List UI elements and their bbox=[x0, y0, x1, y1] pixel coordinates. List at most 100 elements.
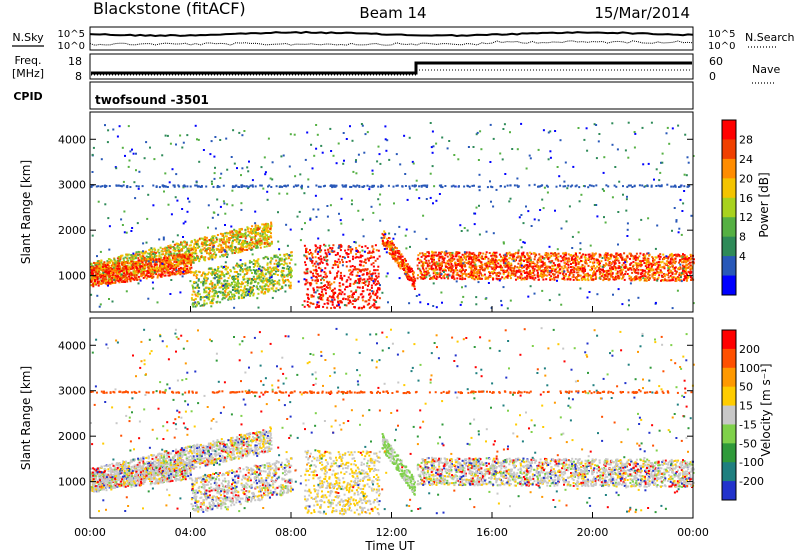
data-point bbox=[631, 278, 634, 280]
data-point bbox=[95, 273, 97, 276]
data-point bbox=[180, 260, 183, 263]
data-point bbox=[336, 274, 339, 277]
data-point bbox=[285, 257, 288, 260]
data-point bbox=[666, 273, 668, 276]
data-point bbox=[119, 273, 122, 275]
data-point bbox=[337, 258, 340, 261]
data-point bbox=[384, 241, 387, 244]
data-point bbox=[262, 231, 265, 234]
data-point bbox=[103, 267, 106, 270]
data-point bbox=[220, 277, 223, 280]
data-point bbox=[183, 272, 186, 275]
data-point bbox=[214, 253, 217, 256]
data-point bbox=[149, 251, 152, 254]
data-point bbox=[673, 276, 676, 279]
data-point bbox=[128, 273, 131, 276]
data-point bbox=[678, 276, 681, 279]
data-point bbox=[317, 301, 320, 304]
data-point bbox=[580, 254, 583, 257]
data-point bbox=[204, 256, 207, 259]
data-point bbox=[320, 286, 322, 289]
data-point bbox=[533, 274, 536, 277]
data-point bbox=[336, 275, 338, 278]
data-point bbox=[223, 286, 226, 289]
data-point bbox=[368, 302, 371, 305]
data-point bbox=[137, 250, 140, 253]
data-point bbox=[374, 244, 377, 247]
data-point bbox=[403, 259, 406, 262]
data-point bbox=[243, 234, 245, 236]
data-point bbox=[269, 227, 272, 230]
data-point bbox=[432, 256, 435, 258]
data-point bbox=[151, 255, 154, 258]
data-point bbox=[327, 282, 330, 285]
data-point bbox=[257, 292, 260, 295]
data-point bbox=[320, 249, 323, 252]
data-point bbox=[92, 272, 94, 275]
data-point bbox=[149, 268, 152, 271]
data-point bbox=[330, 307, 333, 310]
data-point bbox=[360, 269, 363, 272]
data-point bbox=[389, 247, 392, 249]
data-point bbox=[102, 277, 105, 280]
data-point bbox=[269, 261, 272, 264]
data-point bbox=[136, 264, 139, 267]
data-point bbox=[193, 272, 196, 275]
data-point bbox=[108, 270, 110, 273]
data-point bbox=[198, 271, 201, 274]
data-point bbox=[244, 228, 247, 231]
data-point bbox=[244, 268, 247, 271]
data-point bbox=[334, 254, 337, 256]
data-point bbox=[237, 292, 240, 295]
data-point bbox=[358, 244, 361, 247]
data-point bbox=[677, 253, 680, 256]
data-point bbox=[285, 262, 288, 265]
data-point bbox=[123, 265, 126, 268]
data-point bbox=[98, 262, 101, 265]
data-point bbox=[231, 275, 234, 278]
data-point bbox=[233, 293, 235, 296]
data-point bbox=[361, 245, 364, 248]
data-point bbox=[562, 255, 565, 258]
data-point bbox=[239, 289, 242, 291]
data-point bbox=[605, 254, 608, 257]
data-point bbox=[221, 254, 224, 257]
data-point bbox=[166, 261, 169, 264]
data-point bbox=[686, 260, 688, 263]
data-point bbox=[248, 247, 251, 250]
data-point bbox=[205, 286, 208, 289]
data-point bbox=[127, 253, 130, 256]
data-point bbox=[241, 234, 244, 237]
data-point bbox=[245, 288, 248, 291]
freq-tick-top: 18 bbox=[68, 55, 82, 68]
data-point bbox=[376, 257, 379, 260]
data-point bbox=[109, 268, 112, 271]
data-point bbox=[682, 261, 685, 264]
data-point bbox=[98, 265, 101, 268]
data-point bbox=[271, 283, 274, 286]
data-point bbox=[376, 296, 378, 299]
data-point bbox=[289, 271, 292, 273]
data-point bbox=[250, 280, 253, 283]
data-point bbox=[272, 280, 275, 283]
data-point bbox=[386, 239, 389, 242]
data-point bbox=[432, 269, 435, 272]
data-point bbox=[184, 241, 186, 243]
data-point bbox=[245, 273, 248, 275]
data-point bbox=[403, 262, 406, 265]
data-point bbox=[394, 258, 397, 261]
data-point bbox=[346, 285, 349, 288]
data-point bbox=[615, 272, 618, 275]
data-point bbox=[231, 289, 234, 291]
data-point bbox=[258, 242, 261, 245]
data-point bbox=[526, 253, 529, 256]
data-point bbox=[187, 256, 190, 259]
data-point bbox=[361, 290, 364, 293]
data-point bbox=[239, 232, 242, 235]
data-point bbox=[197, 278, 200, 281]
data-point bbox=[271, 279, 274, 282]
data-point bbox=[359, 263, 362, 266]
data-point bbox=[210, 256, 213, 259]
data-point bbox=[125, 279, 128, 282]
data-point bbox=[361, 254, 364, 257]
